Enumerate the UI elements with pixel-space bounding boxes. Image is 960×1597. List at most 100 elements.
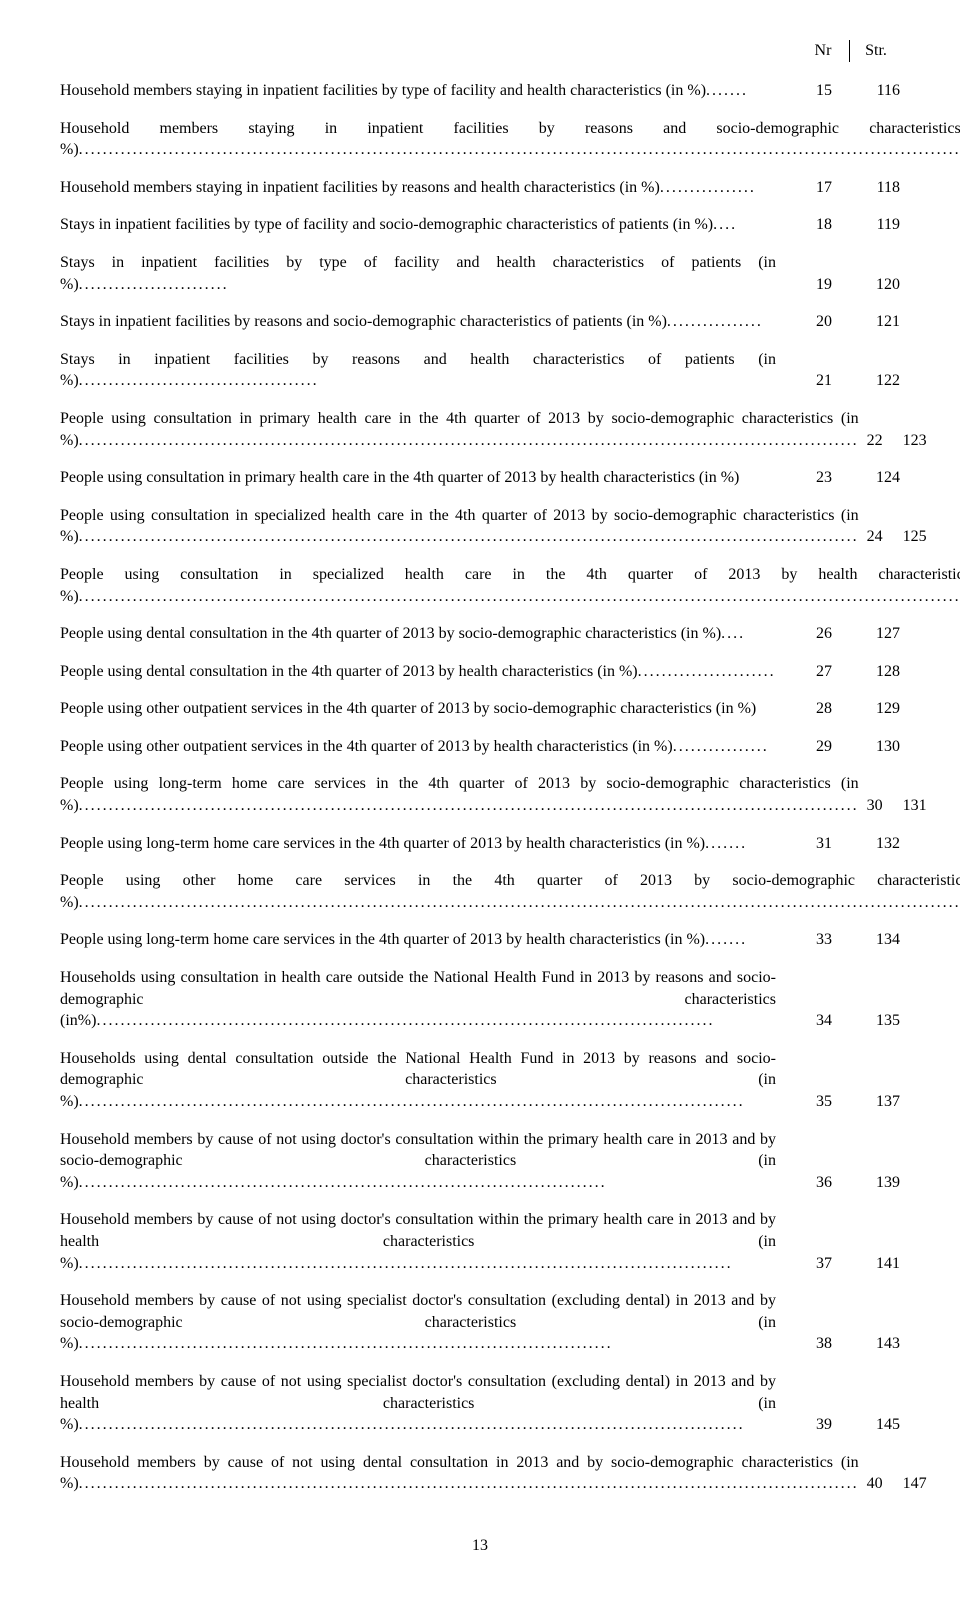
toc-entry-text: People using consultation in specialized… [60,505,859,548]
toc-row: Stays in inpatient facilities by reasons… [60,311,900,333]
toc-entry-nr: 28 [776,698,838,720]
toc-entry-nr: 26 [776,623,838,645]
toc-entry-nr: 24 [859,526,889,548]
toc-entry-str: 147 [889,1473,927,1495]
toc-entry-nr: 29 [776,736,838,758]
toc-entry-str: 131 [889,795,927,817]
entry-title: People using other outpatient services i… [60,738,673,755]
entry-title: People using dental consultation in the … [60,625,721,642]
leader-dots: ................ [660,179,756,196]
toc-entry-text: People using consultation in specialized… [60,564,960,607]
leader-dots: .... [713,216,737,233]
toc-row: Stays in inpatient facilities by reasons… [60,349,900,392]
page-number: 13 [60,1535,900,1557]
header-spacer [60,40,799,62]
entry-title: People using consultation in primary hea… [60,469,739,486]
toc-entry-text: Households using consultation in health … [60,967,776,1032]
toc-entry-str: 123 [889,430,927,452]
header-nr: Nr [799,40,847,62]
leader-dots: ........................................… [79,1475,859,1492]
toc-entry-str: 125 [889,526,927,548]
toc-entry-text: Household members staying in inpatient f… [60,80,776,102]
toc-entry-nr: 30 [859,795,889,817]
toc-entry-nr: 37 [776,1253,838,1275]
entry-title: Stays in inpatient facilities by reasons… [60,313,667,330]
leader-dots: .... [721,625,745,642]
toc-entry-nr: 19 [776,274,838,296]
leader-dots: ................ [667,313,763,330]
toc-row: Stays in inpatient facilities by type of… [60,214,900,236]
toc-entry-text: Household members by cause of not using … [60,1129,776,1194]
entry-title: Stays in inpatient facilities by type of… [60,216,713,233]
toc-entry-text: Stays in inpatient facilities by reasons… [60,349,776,392]
toc-entry-text: Household members by cause of not using … [60,1290,776,1355]
toc-entry-nr: 36 [776,1172,838,1194]
toc-entry-text: People using long-term home care service… [60,773,859,816]
toc-entry-str: 121 [838,311,900,333]
toc-entry-str: 141 [838,1253,900,1275]
leader-dots: ........................................… [79,141,960,158]
toc-header: Nr Str. [60,40,900,62]
toc-entry-str: 120 [838,274,900,296]
toc-entry-text: People using long-term home care service… [60,929,776,951]
toc-entry-str: 124 [838,467,900,489]
toc-entry-nr: 21 [776,370,838,392]
toc-entry-text: People using consultation in primary hea… [60,467,776,489]
toc-entry-str: 118 [838,177,900,199]
leader-dots: ........................................… [79,588,960,605]
toc-entry-text: Households using dental consultation out… [60,1048,776,1113]
toc-entry-text: Stays in inpatient facilities by type of… [60,252,776,295]
leader-dots: ........................................… [79,1093,745,1110]
toc-entry-str: 132 [838,833,900,855]
toc-entry-str: 143 [838,1333,900,1355]
toc-row: People using consultation in specialized… [60,505,900,548]
toc-entry-text: Household members staying in inpatient f… [60,177,776,199]
toc-entry-str: 135 [838,1010,900,1032]
toc-row: Stays in inpatient facilities by type of… [60,252,900,295]
toc-entry-nr: 35 [776,1091,838,1113]
toc-row: Household members by cause of not using … [60,1371,900,1436]
toc-entry-nr: 23 [776,467,838,489]
toc-entry-nr: 20 [776,311,838,333]
toc-entry-str: 139 [838,1172,900,1194]
toc-row: Household members by cause of not using … [60,1129,900,1194]
toc-row: Household members staying in inpatient f… [60,80,900,102]
leader-dots: ........................................… [79,432,859,449]
toc-entry-text: People using dental consultation in the … [60,623,776,645]
leader-dots: ................ [673,738,769,755]
entry-title: Household members staying in inpatient f… [60,82,706,99]
leader-dots: ....................... [638,663,776,680]
toc-entry-text: Stays in inpatient facilities by type of… [60,214,776,236]
toc-entry-str: 122 [838,370,900,392]
toc-row: People using consultation in primary hea… [60,408,900,451]
entry-title: People using dental consultation in the … [60,663,638,680]
toc-entry-text: People using other home care services in… [60,870,960,913]
header-divider [849,40,850,62]
toc-entry-text: Household members by cause of not using … [60,1452,859,1495]
toc-entry-nr: 38 [776,1333,838,1355]
toc-entry-text: Household members by cause of not using … [60,1371,776,1436]
toc-row: People using long-term home care service… [60,929,900,951]
toc-entry-nr: 15 [776,80,838,102]
toc-entry-str: 119 [838,214,900,236]
leader-dots: ....... [706,82,748,99]
toc-entry-nr: 39 [776,1414,838,1436]
leader-dots: ........................................… [79,1255,733,1272]
toc-entry-text: People using dental consultation in the … [60,661,776,683]
entry-title: People using other outpatient services i… [60,700,756,717]
entry-title: People using long-term home care service… [60,835,705,852]
toc-row: Household members by cause of not using … [60,1290,900,1355]
toc-entry-str: 127 [838,623,900,645]
toc-row: Household members staying in inpatient f… [60,177,900,199]
toc-entry-text: Household members staying in inpatient f… [60,118,960,161]
toc-row: Household members staying in inpatient f… [60,118,900,161]
toc-entry-nr: 34 [776,1010,838,1032]
leader-dots: ........................................… [79,797,859,814]
toc-row: People using other home care services in… [60,870,900,913]
toc-row: People using consultation in specialized… [60,564,900,607]
header-columns: Nr Str. [799,40,900,62]
toc-row: People using long-term home care service… [60,773,900,816]
toc-entry-nr: 40 [859,1473,889,1495]
leader-dots: ........................................… [79,528,859,545]
toc-row: Households using dental consultation out… [60,1048,900,1113]
